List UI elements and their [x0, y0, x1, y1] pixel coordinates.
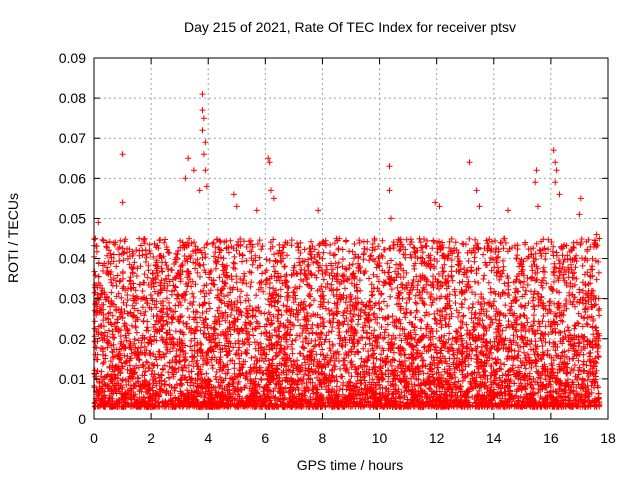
- chart-title: Day 215 of 2021, Rate Of TEC Index for r…: [184, 19, 516, 35]
- y-tick-label: 0.09: [59, 50, 86, 66]
- y-tick-label: 0.02: [59, 331, 86, 347]
- plot-frame: [93, 57, 609, 420]
- y-tick-label: 0: [78, 411, 86, 427]
- y-tick-label: 0.03: [59, 291, 86, 307]
- x-tick-label: 18: [600, 430, 616, 446]
- y-tick-label: 0.06: [59, 170, 86, 186]
- y-tick-label: 0.08: [59, 90, 86, 106]
- x-tick-label: 2: [147, 430, 155, 446]
- x-tick-label: 0: [90, 430, 98, 446]
- y-tick-label: 0.01: [59, 371, 86, 387]
- x-tick-label: 4: [204, 430, 212, 446]
- x-tick-label: 8: [319, 430, 327, 446]
- x-axis-title: GPS time / hours: [297, 457, 404, 473]
- x-tick-label: 16: [543, 430, 559, 446]
- y-tick-label: 0.05: [59, 210, 86, 226]
- roti-points: [91, 91, 603, 410]
- data-points: [91, 91, 603, 410]
- y-axis: 0 0.01 0.02 0.03 0.04 0.05 0.06 0.07 0.08 0.09: [59, 50, 608, 427]
- x-axis: 0 2 4 6 8 10 12 14 16 18: [90, 58, 616, 446]
- y-tick-label: 0.07: [59, 130, 86, 146]
- x-tick-label: 12: [429, 430, 445, 446]
- x-tick-label: 14: [486, 430, 502, 446]
- y-tick-label: 0.04: [59, 251, 86, 267]
- y-axis-title: ROTI / TECUs: [5, 193, 21, 283]
- x-tick-label: 6: [261, 430, 269, 446]
- x-tick-label: 10: [372, 430, 388, 446]
